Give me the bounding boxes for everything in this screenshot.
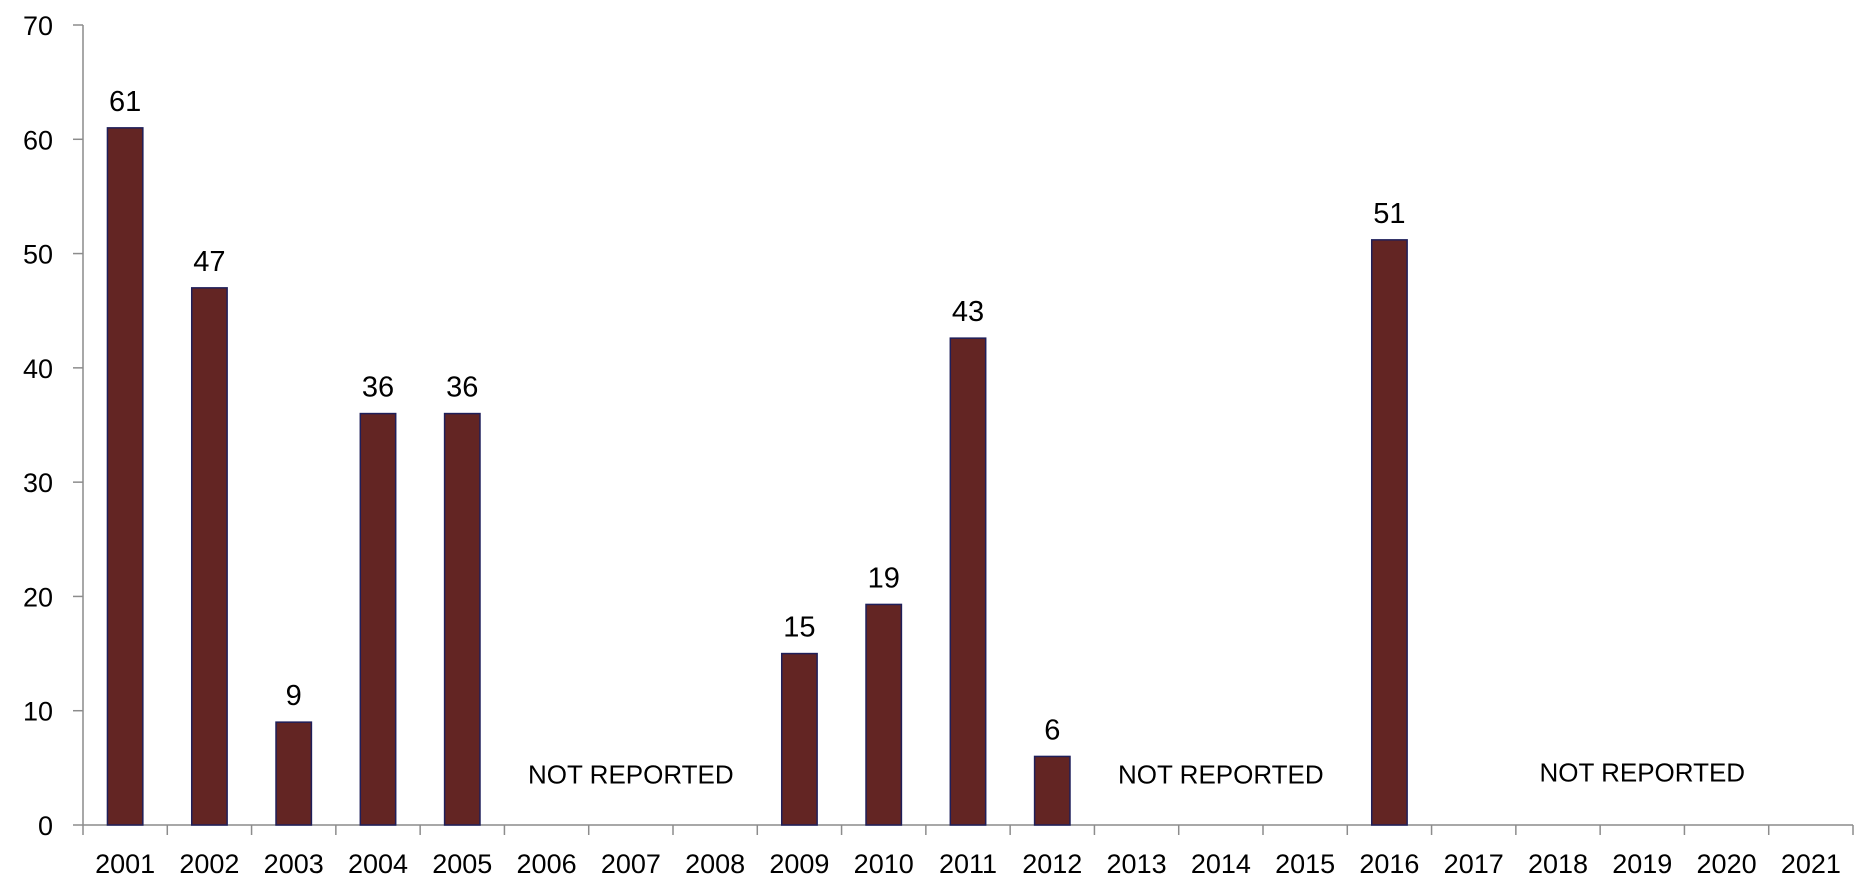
x-tick-label: 2007: [601, 849, 661, 879]
x-tick-label: 2015: [1275, 849, 1335, 879]
annotations: NOT REPORTED NOT REPORTED NOT REPORTED: [528, 757, 1745, 789]
data-label-2016: 51: [1373, 198, 1405, 230]
x-tick-label: 2018: [1528, 849, 1588, 879]
data-label-2011: 43: [952, 296, 984, 328]
bar-2003: [275, 721, 313, 826]
x-tick-label: 2004: [348, 849, 408, 879]
data-label-2004: 36: [362, 372, 394, 404]
x-tick-label: 2016: [1359, 849, 1419, 879]
x-axis: 2001 2002 2003 2004 2005 2006 2007 2008 2009 2010…: [82, 824, 1854, 879]
x-tick-label: 2021: [1781, 849, 1841, 879]
y-tick-label: 50: [23, 240, 53, 270]
bar-2005: [443, 412, 481, 826]
not-reported-annotation: NOT REPORTED: [1118, 760, 1324, 790]
x-tick-label: 2019: [1612, 849, 1672, 879]
data-label-2003: 9: [286, 680, 302, 712]
x-tick-label: 2006: [517, 849, 577, 879]
data-label-2009: 15: [783, 612, 815, 644]
x-tick-label: 2011: [939, 849, 997, 879]
x-tick-label: 2008: [685, 849, 745, 879]
data-label-2012: 6: [1044, 714, 1060, 746]
x-tick-label: 2013: [1107, 849, 1167, 879]
y-tick-label: 20: [23, 582, 53, 612]
bar-2004: [359, 412, 397, 826]
bar-2010: [865, 603, 903, 826]
bars: [106, 127, 1408, 826]
data-labels: 61 47 9 36 36 15 19 43 6 51: [109, 86, 1406, 747]
x-tick-label: 2014: [1191, 849, 1251, 879]
x-tick-label: 2003: [264, 849, 324, 879]
x-tick-label: 2020: [1697, 849, 1757, 879]
y-tick-label: 10: [23, 697, 53, 727]
y-tick-label: 40: [23, 354, 53, 384]
x-tick-label: 2017: [1444, 849, 1504, 879]
data-label-2005: 36: [446, 372, 478, 404]
x-tick-label: 2005: [432, 849, 492, 879]
not-reported-annotation: NOT REPORTED: [1539, 757, 1745, 787]
x-tick-label: 2001: [95, 849, 155, 879]
y-tick-label: 0: [38, 811, 53, 841]
bar-2002: [190, 287, 228, 826]
bar-2012: [1033, 755, 1071, 826]
not-reported-annotation: NOT REPORTED: [528, 760, 734, 790]
x-tick-label: 2009: [769, 849, 829, 879]
data-label-2010: 19: [868, 562, 900, 594]
y-axis: 0 10 20 30 40 50 60 70: [23, 11, 84, 841]
x-tick-label: 2010: [854, 849, 914, 879]
y-tick-label: 30: [23, 468, 53, 498]
bar-2016: [1370, 239, 1408, 826]
data-label-2001: 61: [109, 86, 141, 118]
data-label-2002: 47: [193, 246, 225, 278]
x-tick-label: 2002: [179, 849, 239, 879]
x-tick-label: 2012: [1022, 849, 1082, 879]
y-tick-label: 70: [23, 11, 53, 41]
bar-2011: [949, 337, 987, 826]
y-tick-label: 60: [23, 125, 53, 155]
bar-2009: [780, 652, 818, 826]
bar-2001: [106, 127, 144, 826]
